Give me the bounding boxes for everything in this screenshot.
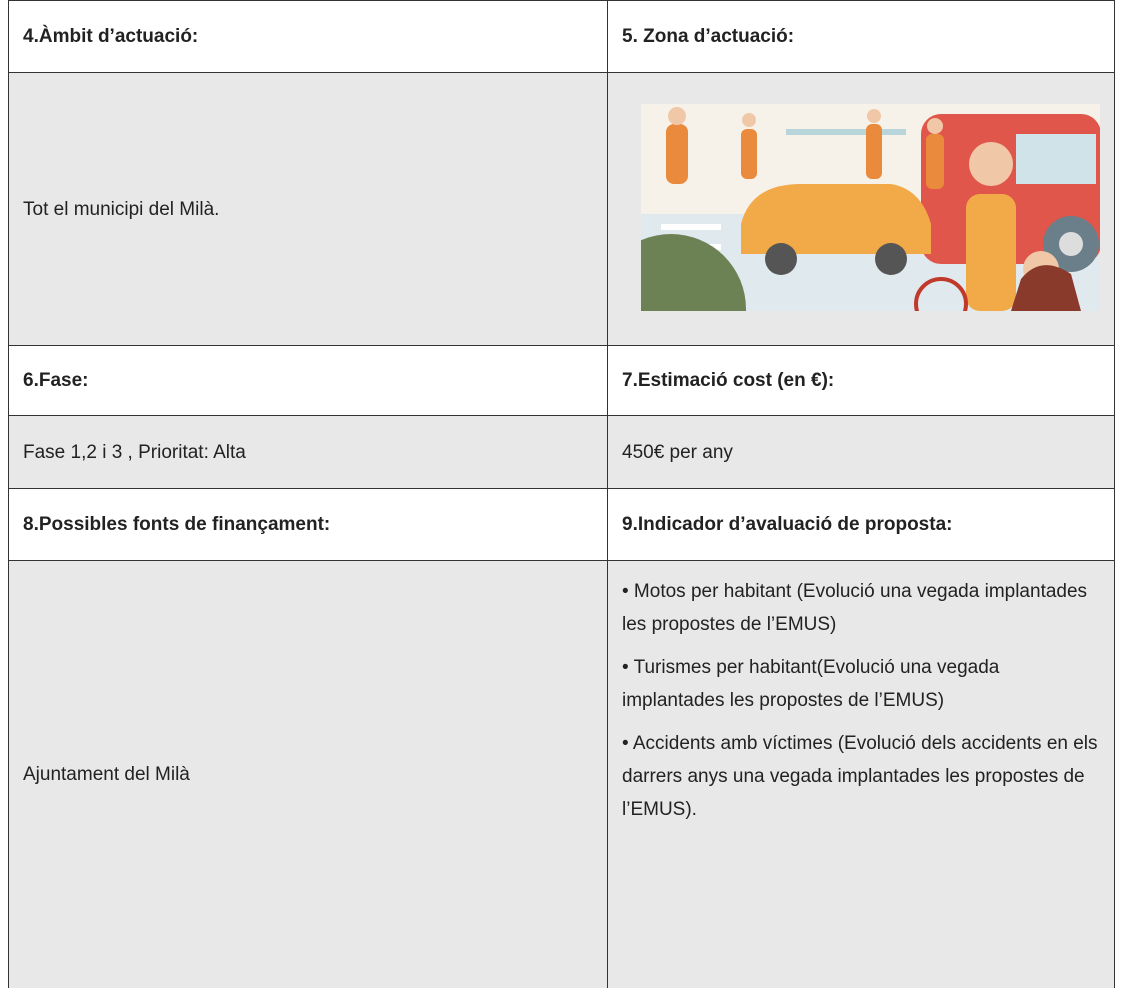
header-cell: 4.Àmbit d’actuació:	[8, 0, 608, 73]
body-cell: 450€ per any	[607, 415, 1115, 489]
header-cell: 5. Zona d’actuació:	[607, 0, 1115, 73]
bullet-item: • Turismes per habitant(Evolució una veg…	[622, 657, 1000, 711]
cell-text: 450€ per any	[622, 441, 733, 463]
header-cell: 6.Fase:	[8, 345, 608, 416]
bullet-list: • Motos per habitant (Evolució una vegad…	[622, 575, 1100, 836]
bullet-item: • Accidents amb víctimes (Evolució dels …	[622, 733, 1098, 820]
illustration	[641, 104, 1100, 311]
cell-text: 4.Àmbit d’actuació:	[23, 26, 199, 47]
cell-text: Ajuntament del Milà	[23, 763, 190, 785]
body-cell: Ajuntament del Milà	[8, 560, 608, 988]
cell-text: 6.Fase:	[23, 370, 89, 391]
image-cell	[607, 72, 1115, 346]
header-cell: 9.Indicador d’avaluació de proposta:	[607, 488, 1115, 561]
cell-text: Fase 1,2 i 3 , Prioritat: Alta	[23, 441, 246, 463]
body-cell: • Motos per habitant (Evolució una vegad…	[607, 560, 1115, 988]
cell-text: 7.Estimació cost (en €):	[622, 370, 835, 391]
cell-text: 8.Possibles fonts de finançament:	[23, 514, 331, 535]
header-cell: 7.Estimació cost (en €):	[607, 345, 1115, 416]
cell-text: Tot el municipi del Milà.	[23, 198, 220, 220]
header-cell: 8.Possibles fonts de finançament:	[8, 488, 608, 561]
bullet-item: • Motos per habitant (Evolució una vegad…	[622, 581, 1088, 635]
cell-text: 5. Zona d’actuació:	[622, 26, 795, 47]
body-cell: Tot el municipi del Milà.	[8, 72, 608, 346]
body-cell: Fase 1,2 i 3 , Prioritat: Alta	[8, 415, 608, 489]
cell-text: 9.Indicador d’avaluació de proposta:	[622, 514, 953, 535]
